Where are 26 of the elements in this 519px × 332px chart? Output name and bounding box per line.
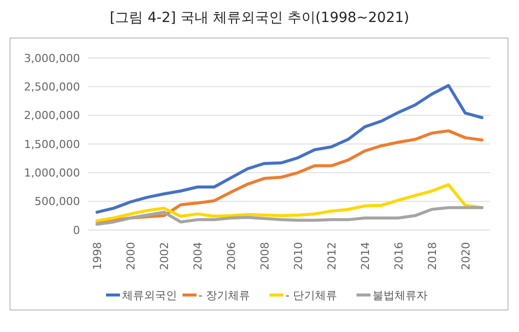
y-tick-label: 1,500,000: [24, 138, 80, 151]
x-tick-label: 2004: [191, 242, 204, 270]
legend-label: - 장기체류: [198, 288, 250, 302]
y-tick-label: 0: [73, 224, 80, 237]
legend-label: - 단기체류: [286, 288, 337, 302]
x-tick-label: 2006: [224, 242, 238, 270]
x-tick-label: 2018: [426, 242, 439, 270]
x-tick-label: 2020: [459, 242, 472, 270]
y-tick-label: 500,000: [34, 195, 80, 208]
x-tick-label: 1998: [91, 242, 104, 270]
legend-label: 체류외국인: [122, 288, 177, 302]
x-tick-label: 2000: [124, 242, 138, 270]
x-tick-label: 2008: [258, 242, 272, 270]
chart-title: [그림 4-2] 국내 체류외국인 추이(1998~2021): [110, 10, 410, 26]
line-series: [96, 206, 484, 226]
y-tick-label: 2,000,000: [24, 109, 80, 122]
x-tick-label: 2010: [292, 242, 305, 270]
y-tick-label: 2,500,000: [24, 80, 80, 94]
line-series: [96, 84, 484, 214]
x-tick-label: 2012: [325, 242, 338, 270]
x-tick-label: 2016: [392, 242, 406, 270]
legend-label: 불법체류자: [372, 288, 428, 302]
x-tick-label: 2002: [158, 242, 171, 270]
x-tick-label: 2014: [358, 242, 372, 270]
y-tick-label: 3,000,000: [24, 52, 80, 65]
y-tick-label: 1,000,000: [24, 166, 80, 180]
